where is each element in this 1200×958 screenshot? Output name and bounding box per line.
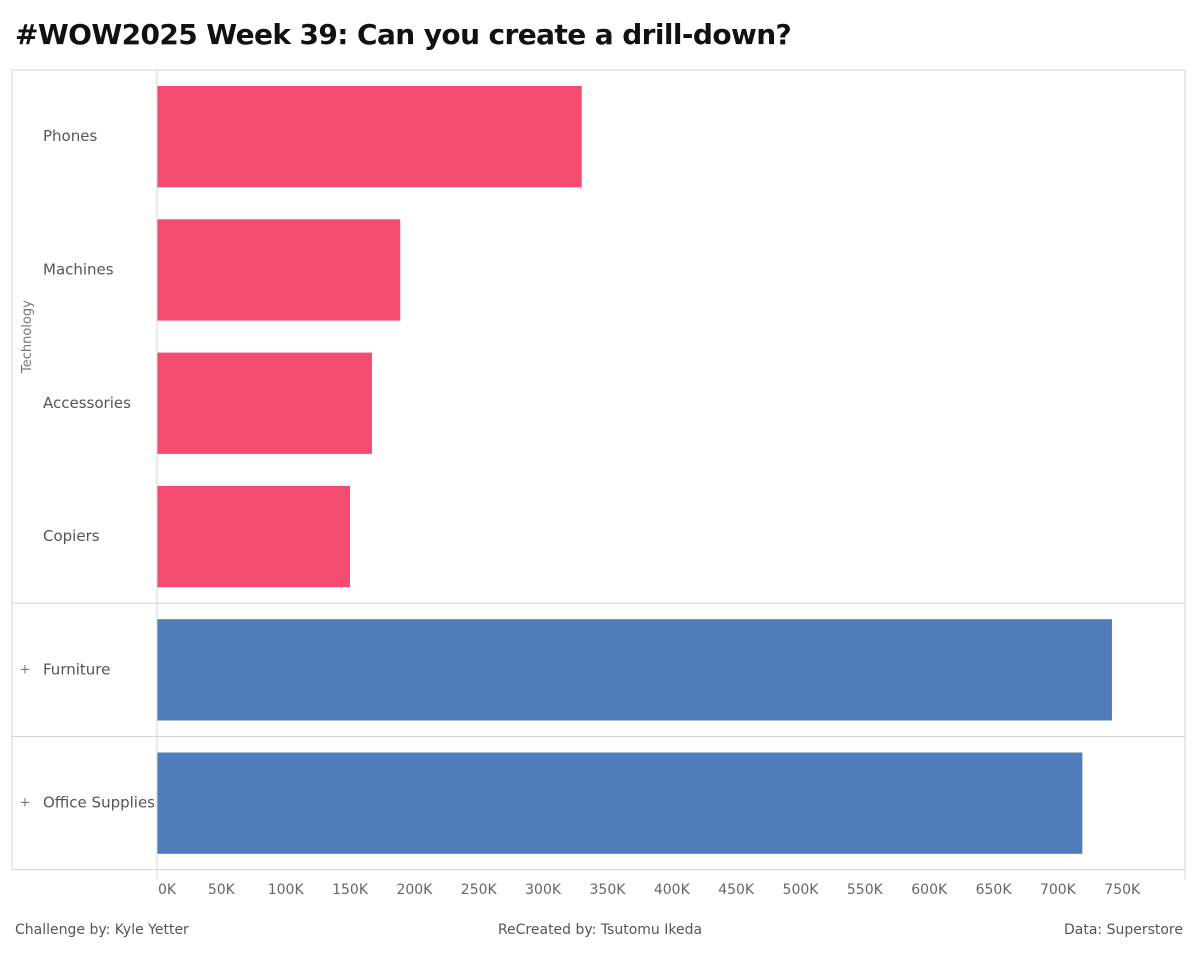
category-label-copiers: Copiers	[43, 527, 100, 545]
expand-office-supplies-icon[interactable]: +	[20, 796, 31, 811]
bar-copiers[interactable]	[157, 485, 351, 588]
x-tick-label-150k: 150K	[332, 882, 369, 898]
bar-accessories[interactable]	[157, 352, 372, 454]
x-tick-label-100k: 100K	[268, 882, 305, 898]
chart-title: #WOW2025 Week 39: Can you create a drill…	[15, 18, 792, 51]
x-tick-label-400k: 400K	[654, 882, 691, 898]
footer-challenge-credit: Challenge by: Kyle Yetter	[15, 922, 189, 938]
x-tick-label-0k: 0K	[158, 882, 177, 898]
group-label-technology[interactable]: Technology	[20, 300, 35, 374]
category-label-furniture: Furniture	[43, 660, 110, 678]
x-tick-label-300k: 300K	[525, 882, 562, 898]
category-label-phones: Phones	[43, 127, 97, 145]
bar-phones[interactable]	[157, 86, 582, 188]
x-tick-label-350k: 350K	[590, 882, 627, 898]
expand-furniture-icon[interactable]: +	[20, 662, 31, 677]
bar-office-supplies[interactable]	[157, 752, 1083, 854]
category-label-accessories: Accessories	[43, 394, 131, 412]
bar-furniture[interactable]	[157, 619, 1112, 721]
x-tick-label-500k: 500K	[783, 882, 820, 898]
x-tick-label-600k: 600K	[911, 882, 948, 898]
footer-recreated-credit: ReCreated by: Tsutomu Ikeda	[497, 922, 703, 938]
bar-chart: Phones Machines Accessories Copiers Technolo…	[11, 69, 1186, 898]
x-tick-label-250k: 250K	[461, 882, 498, 898]
category-label-office-supplies: Office Supplies	[43, 794, 155, 812]
x-tick-label-50k: 50K	[208, 882, 236, 898]
footer-data-source: Data: Superstore	[1063, 922, 1183, 938]
x-tick-label-200k: 200K	[396, 882, 433, 898]
x-tick-label-450k: 450K	[718, 882, 755, 898]
x-tick-label-700k: 700K	[1040, 882, 1077, 898]
x-tick-label-650k: 650K	[976, 882, 1013, 898]
bar-machines[interactable]	[157, 219, 401, 321]
category-label-machines: Machines	[43, 260, 114, 278]
x-tick-label-550k: 550K	[847, 882, 884, 898]
x-tick-label-750k: 750K	[1104, 882, 1141, 898]
